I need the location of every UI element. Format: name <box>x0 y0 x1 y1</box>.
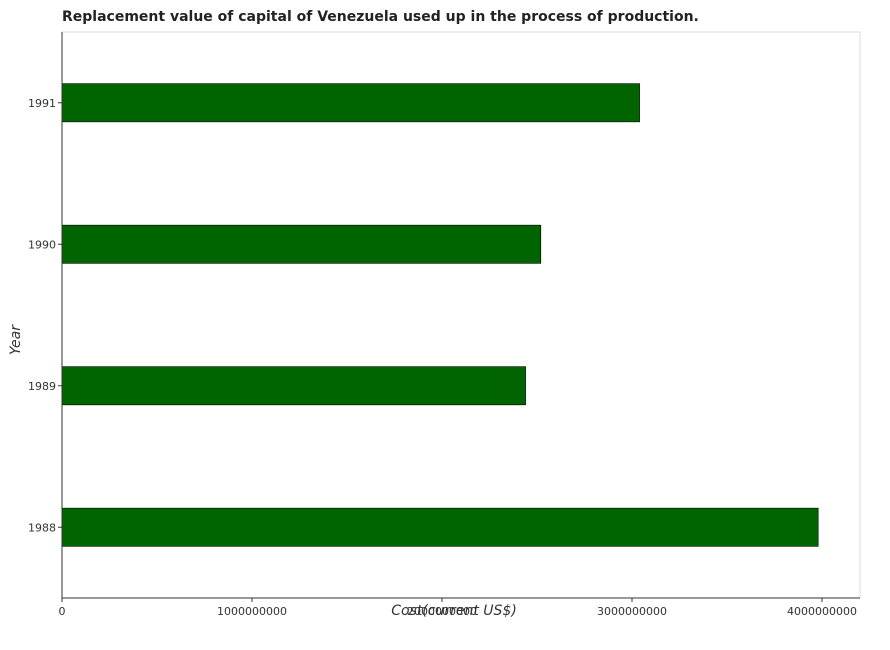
bar-1991 <box>61 83 640 123</box>
y-tick-label-1989: 1989 <box>28 380 56 393</box>
x-tick-label-0: 0 <box>59 605 66 618</box>
x-tick-label-4: 4000000000 <box>787 605 857 618</box>
x-tick-label-1: 1000000000 <box>217 605 287 618</box>
bar-1990 <box>61 224 542 264</box>
bar-1989 <box>61 366 526 406</box>
plot-area: 1988 1989 1990 1991 0 1000000000 2000000000 300… <box>28 31 861 618</box>
y-tick-label-1991: 1991 <box>28 97 56 110</box>
bar-1988 <box>61 507 819 547</box>
chart-title: Replacement value of capital of Venezuel… <box>62 9 699 25</box>
y-axis-title: Year <box>8 324 24 355</box>
y-tick-label-1990: 1990 <box>28 238 56 251</box>
y-tick-label-1988: 1988 <box>28 521 56 534</box>
x-tick-label-2: 2000000000 <box>407 605 477 618</box>
x-tick-label-3: 3000000000 <box>597 605 667 618</box>
x-axis-title: Cost(current US$) <box>391 603 517 619</box>
